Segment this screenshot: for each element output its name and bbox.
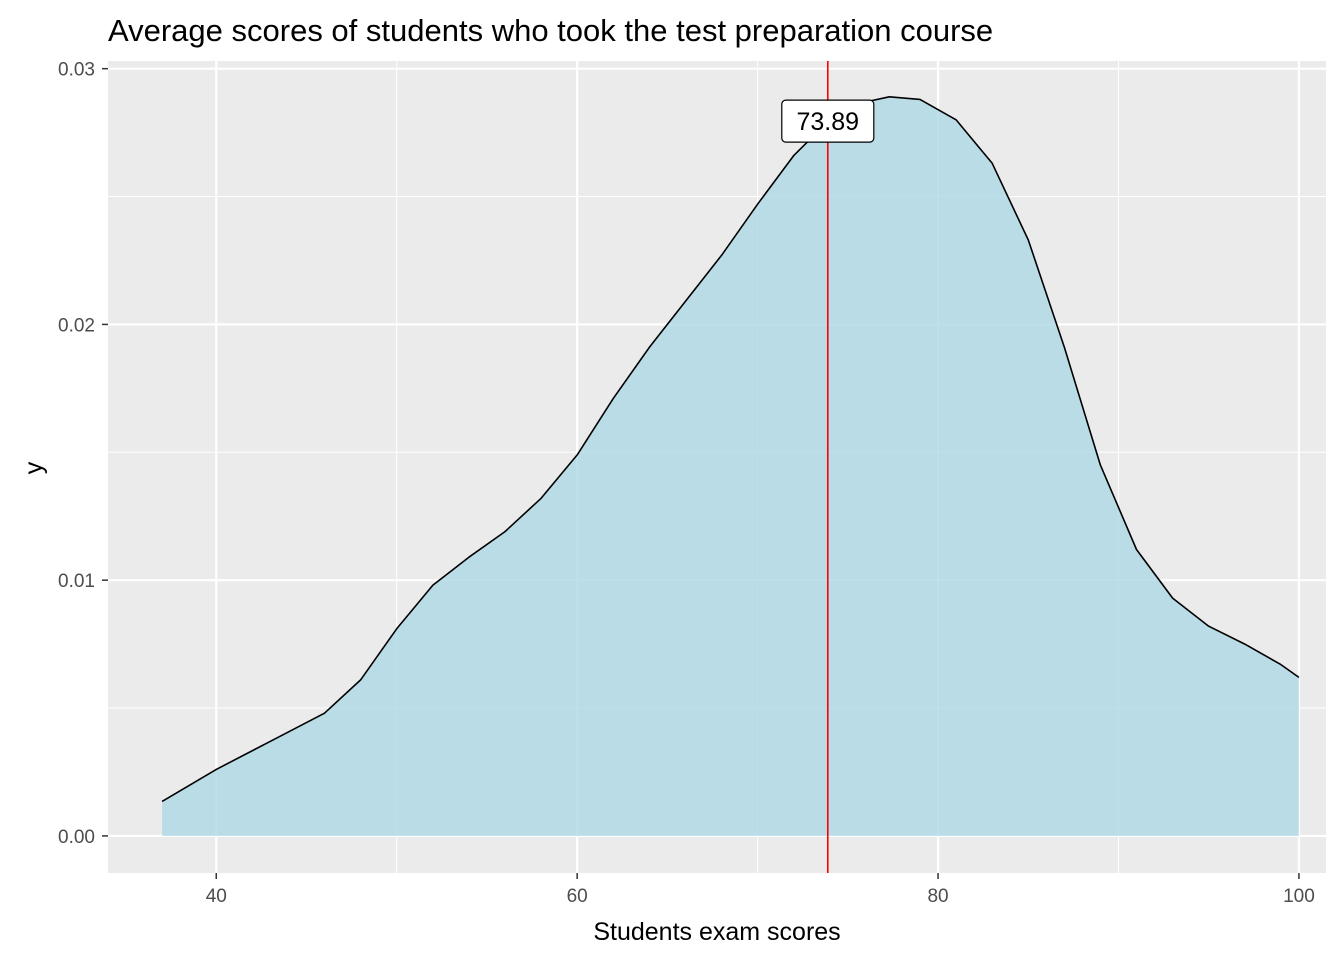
- x-tick-label: 60: [567, 886, 588, 907]
- density-line: [161, 96, 1300, 803]
- y-tick-label: 0.02: [58, 315, 95, 336]
- axis-layer: 40 60 80 100 0.00 0.01 0.02 0.03: [58, 60, 1315, 907]
- data-layer: [161, 61, 1300, 873]
- x-axis-title: Students exam scores: [593, 918, 840, 946]
- annotation-box: [781, 99, 875, 143]
- y-tick-label: 0.01: [58, 571, 95, 592]
- annotation-layer: 73.89: [781, 99, 875, 143]
- chart-title: Average scores of students who took the …: [108, 13, 993, 48]
- y-tick-label: 0.03: [58, 60, 95, 81]
- density-area: [162, 96, 1299, 836]
- y-tick-label: 0.00: [58, 827, 95, 848]
- x-tick-label: 40: [206, 886, 227, 907]
- x-tick-label: 100: [1283, 886, 1315, 907]
- x-tick-label: 80: [927, 886, 948, 907]
- y-axis-title: y: [20, 461, 48, 474]
- annotation-label: 73.89: [797, 108, 860, 136]
